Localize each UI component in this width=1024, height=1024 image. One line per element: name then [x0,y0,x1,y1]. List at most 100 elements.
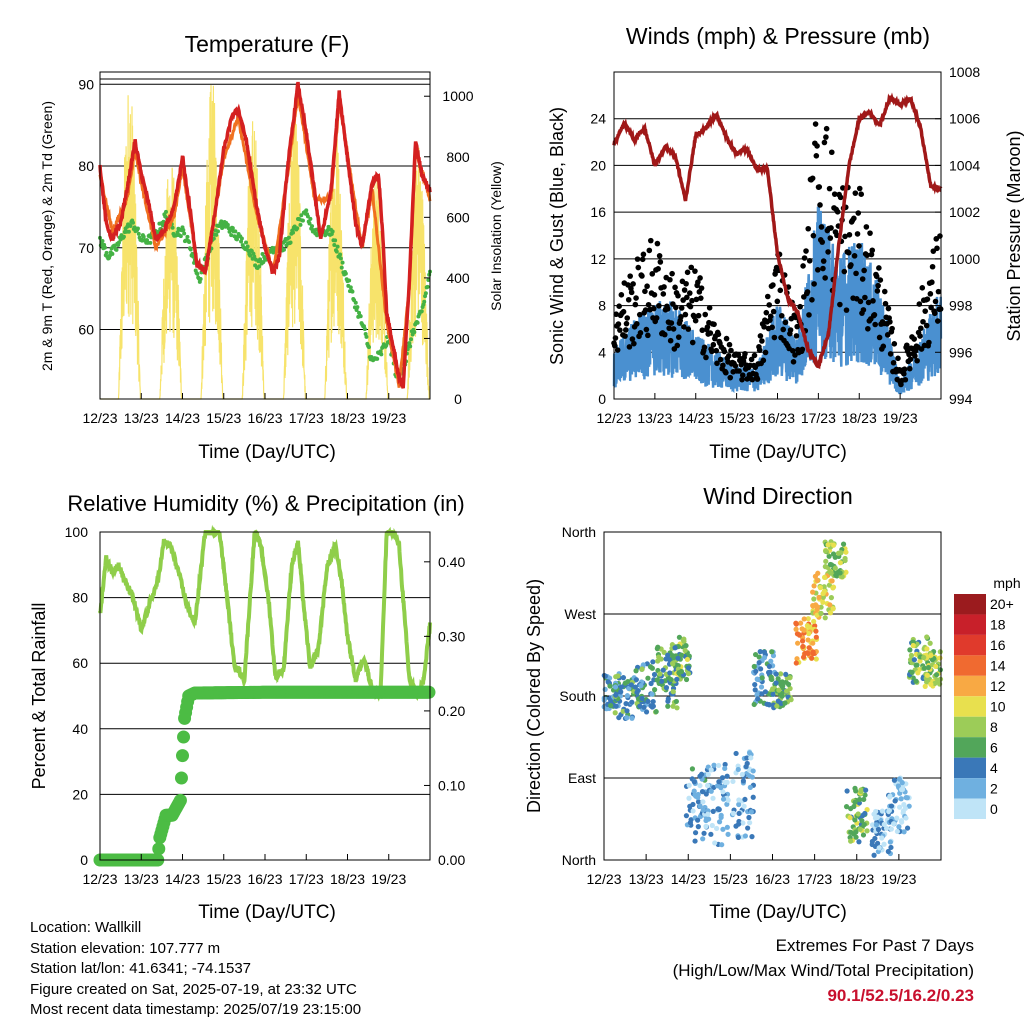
x-tick-label: 17/23 [801,410,836,426]
direction-point [856,796,863,803]
gust-point [874,288,881,294]
gust-point [906,351,912,358]
y2-tick-label: 1000 [949,251,980,267]
direction-point [635,687,641,694]
direction-point [750,768,756,774]
gust-point [867,230,873,236]
dewpoint-point [335,244,340,249]
direction-point [705,771,711,778]
direction-point [708,831,714,837]
direction-point [833,572,839,578]
direction-point [888,844,894,851]
gust-point [698,295,704,301]
direction-point [818,610,824,616]
direction-point [683,676,690,683]
direction-point [820,590,826,597]
dewpoint-point [164,209,168,214]
gust-point [634,256,641,262]
direction-point [628,682,634,688]
direction-point [673,698,679,705]
direction-point [695,799,702,805]
direction-point [710,795,716,801]
gust-point [890,359,897,366]
direction-point [665,652,671,658]
dewpoint-point [233,229,238,234]
gust-point [668,320,675,326]
direction-point [670,703,676,709]
dewpoint-point [132,225,137,230]
direction-point [719,775,726,781]
dewpoint-point [260,252,265,257]
gust-point [906,365,913,372]
gust-point [684,294,690,301]
gust-point [757,333,764,339]
direction-point [805,637,811,643]
y-tick-label: 20 [72,786,88,802]
dewpoint-point [304,208,309,213]
gust-point [812,121,819,127]
precip-point [173,793,187,807]
direction-point [691,779,697,785]
dewpoint-point [334,249,339,254]
direction-point [651,671,658,678]
direction-point [724,773,730,779]
gust-point [876,265,882,271]
gust-point [799,346,806,353]
dewpoint-point [185,234,190,239]
direction-point [719,842,725,848]
gust-point [819,239,826,245]
direction-point [742,796,748,803]
direction-point [740,778,746,784]
direction-point [862,792,868,798]
direction-point [714,825,720,832]
direction-point [629,699,635,705]
direction-point [685,670,692,677]
gust-point [669,270,675,277]
x-tick-label: 14/23 [671,871,706,887]
direction-point [762,689,769,695]
station-latlon: Station lat/lon: 41.6341; -74.1537 [30,960,252,977]
dewpoint-point [407,341,412,346]
wind-direction-xlabel: Time (Day/UTC) [709,902,847,923]
gust-point [823,125,830,132]
direction-point [860,812,866,819]
gust-point [628,289,635,296]
gust-point [881,288,888,295]
direction-point [859,818,865,824]
gust-point [748,356,755,363]
gust-point [811,281,817,287]
direction-point [657,671,663,677]
direction-point [700,799,706,805]
direction-point [832,554,838,560]
direction-point [645,675,651,681]
direction-point [761,649,768,655]
dewpoint-point [350,289,355,294]
gust-point [937,233,943,239]
station-location: Location: Wallkill [30,919,142,936]
direction-point [654,677,660,683]
gust-point [623,320,630,327]
direction-point [674,676,680,682]
dewpoint-point [261,260,266,265]
direction-point [898,786,905,793]
direction-point [736,821,742,827]
direction-point [720,796,727,802]
direction-point [887,793,893,799]
direction-point [742,833,749,839]
gust-point [702,311,709,318]
direction-point [712,840,718,846]
gust-point [701,344,708,351]
direction-point [787,675,793,681]
colorbar-label: 0 [990,801,998,817]
direction-point [913,678,919,684]
gust-point [790,359,797,365]
gust-point [759,338,765,344]
direction-point [716,762,722,769]
gust-point [816,184,823,190]
x-tick-label: 14/23 [165,410,200,426]
gust-point [634,321,640,327]
y-tick-label: 60 [78,322,94,338]
direction-point [751,663,757,670]
temp-2m-line [98,81,432,389]
wind-speed-line [612,204,943,395]
